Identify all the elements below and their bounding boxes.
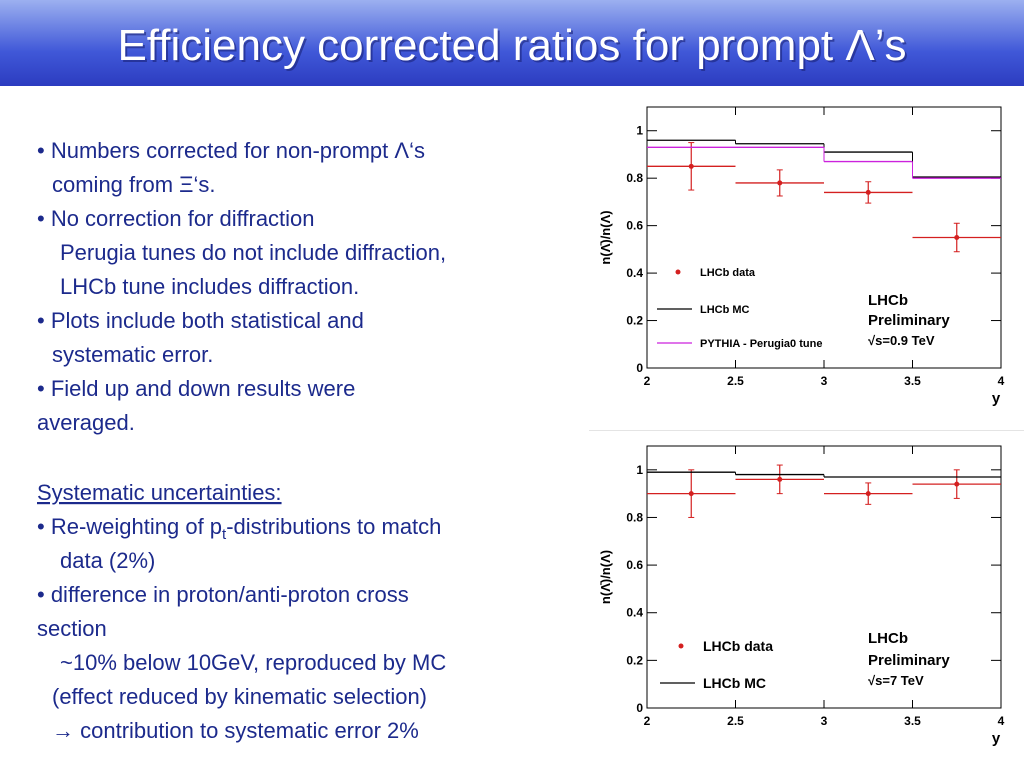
y-tick-label: 0.4 [626, 266, 643, 280]
text-line: • No correction for diffraction [37, 206, 315, 231]
text-line: averaged. [37, 410, 135, 435]
legend-swatch [678, 643, 684, 649]
text-line: (effect reduced by kinematic selection) [52, 684, 427, 709]
x-tick-label: 4 [998, 374, 1005, 388]
data-point [865, 491, 871, 497]
text-line: • Field up and down results were [37, 376, 355, 401]
x-axis-label: y [992, 390, 1001, 407]
text-body: • Numbers corrected for non-prompt Λ‘s c… [37, 138, 446, 743]
data-point [954, 481, 960, 487]
y-axis-label: n(Λ̄)/n(Λ) [598, 210, 613, 264]
annotation: √s=7 TeV [868, 673, 924, 688]
annotation: LHCb [868, 292, 908, 309]
text-line: data (2%) [60, 548, 155, 573]
y-tick-label: 0.2 [626, 653, 643, 667]
text-part: -distributions to match [226, 514, 441, 539]
section-heading: Systematic uncertainties: [37, 480, 282, 505]
y-tick-label: 0 [636, 361, 643, 375]
text-line: LHCb tune includes diffraction. [60, 274, 359, 299]
x-tick-label: 3.5 [904, 714, 921, 728]
y-tick-label: 0.2 [626, 314, 643, 328]
text-line: ~10% below 10GeV, reproduced by MC [60, 650, 446, 675]
y-tick-label: 1 [636, 124, 643, 138]
text-line: systematic error. [52, 342, 213, 367]
legend-label: LHCb MC [703, 675, 766, 691]
text-line: • difference in proton/anti-proton cross [37, 582, 409, 607]
text-line: coming from Ξ‘s. [52, 172, 215, 197]
data-point [954, 235, 960, 240]
x-tick-label: 2 [644, 714, 651, 728]
data-point [688, 163, 694, 169]
text-line: • Numbers corrected for non-prompt Λ‘s [37, 138, 425, 163]
y-axis-label: n(Λ̄)/n(Λ) [598, 550, 613, 604]
x-tick-label: 3 [821, 714, 828, 728]
x-axis-label: y [992, 730, 1001, 747]
y-tick-label: 0.6 [626, 558, 643, 572]
annotation: Preliminary [868, 652, 950, 669]
data-point [865, 189, 871, 195]
title-bar [0, 0, 1024, 86]
x-tick-label: 3.5 [904, 374, 921, 388]
text-part: • Re-weighting of p [37, 514, 222, 539]
y-tick-label: 0.8 [626, 510, 643, 524]
x-tick-label: 3 [821, 374, 828, 388]
title-shadow: Efficiency corrected ratios for prompt Λ… [119, 23, 908, 72]
text-line: → contribution to systematic error 2% [52, 718, 419, 743]
legend-swatch [675, 269, 681, 275]
text-line: section [37, 616, 107, 641]
text-line: Perugia tunes do not include diffraction… [60, 240, 446, 265]
y-tick-label: 0.4 [626, 606, 643, 620]
slide-title: Efficiency corrected ratios for prompt Λ… [117, 21, 906, 70]
x-tick-label: 2.5 [727, 374, 744, 388]
x-tick-label: 2.5 [727, 714, 744, 728]
text-line: • Re-weighting of pt-distributions to ma… [37, 514, 441, 543]
legend-label: PYTHIA - Perugia0 tune [700, 338, 822, 350]
text-line: • Plots include both statistical and [37, 308, 364, 333]
y-tick-label: 0 [636, 701, 643, 715]
annotation: LHCb [868, 630, 908, 647]
annotation: √s=0.9 TeV [868, 333, 935, 348]
y-tick-label: 0.6 [626, 219, 643, 233]
legend-label: LHCb data [703, 638, 773, 654]
data-point [777, 476, 783, 482]
x-tick-label: 4 [998, 714, 1005, 728]
annotation: Preliminary [868, 312, 950, 329]
panel-divider [589, 430, 1024, 431]
x-tick-label: 2 [644, 374, 651, 388]
y-tick-label: 0.8 [626, 171, 643, 185]
subscript: t [222, 526, 227, 543]
data-point [688, 491, 694, 497]
y-tick-label: 1 [636, 463, 643, 477]
data-point [777, 180, 783, 186]
legend-label: LHCb MC [700, 304, 750, 316]
legend-label: LHCb data [700, 267, 756, 279]
